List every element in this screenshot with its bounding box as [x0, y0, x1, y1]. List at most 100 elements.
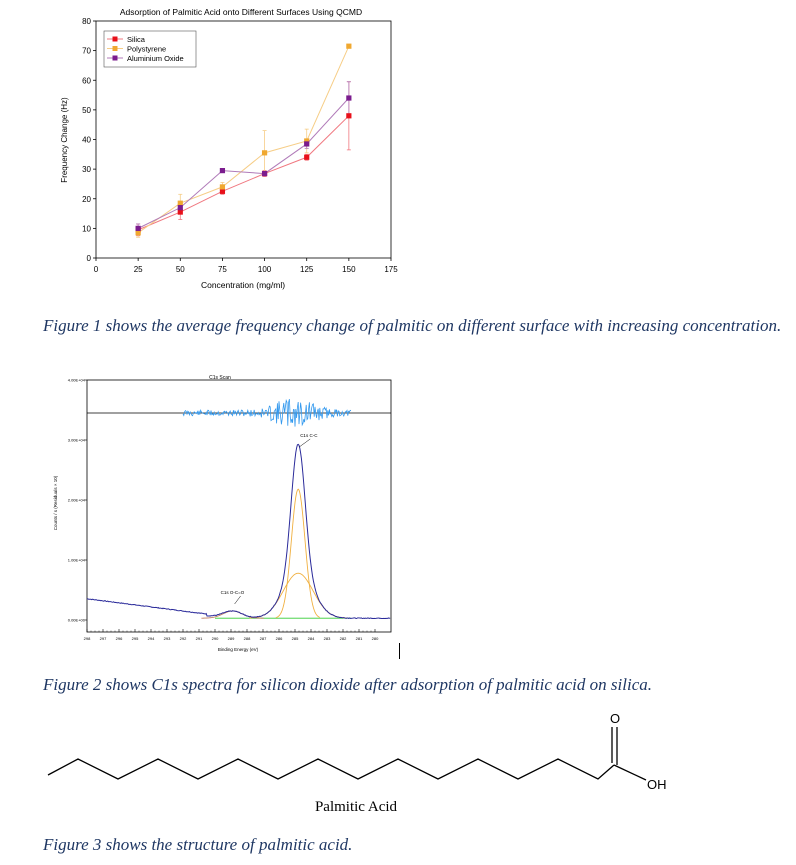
x-tick-label: 285 — [292, 636, 299, 641]
data-point — [304, 154, 310, 160]
y-axis-label: Frequency Change (Hz) — [60, 97, 69, 183]
data-point — [135, 230, 141, 236]
y-axis-ticks: 0.00E+00 1.00E+04 2.00E+04 3.00E+04 4.00E+04 — [68, 378, 87, 623]
data-point — [219, 188, 226, 194]
palmitic-acid-structure: O OH Palmitic Acid — [47, 711, 667, 815]
y-tick-label: 2.00E+04 — [68, 498, 86, 503]
x-tick-label: 281 — [356, 636, 363, 641]
x-tick-label: 292 — [180, 636, 187, 641]
envelope-curve — [86, 443, 391, 620]
legend-marker — [112, 46, 118, 51]
series-line — [137, 45, 350, 234]
y-tick-label: 0.00E+00 — [68, 618, 86, 623]
x-tick-label: 175 — [384, 265, 398, 274]
x-tick-label: 291 — [196, 636, 203, 641]
y-tick-label: 60 — [82, 76, 91, 85]
x-tick-label: 287 — [260, 636, 267, 641]
y-tick-label: 3.00E+04 — [68, 438, 86, 443]
peak-leader — [299, 438, 311, 448]
peak-labels: C1s C-C C1s O-C=O — [221, 433, 318, 605]
x-axis-ticks: 0 25 50 75 100 125 150 175 — [94, 258, 398, 274]
y-tick-label: 30 — [82, 165, 91, 174]
data-point — [261, 150, 268, 156]
legend-marker — [112, 36, 118, 42]
legend-label: Aluminium Oxide — [127, 54, 184, 63]
data-point — [304, 141, 310, 147]
x-tick-label: 295 — [132, 636, 139, 641]
component-curve — [275, 488, 320, 619]
y-tick-label: 40 — [82, 136, 91, 145]
series-line — [137, 97, 350, 229]
x-tick-label: 296 — [116, 636, 123, 641]
spectrum-title: C1s Scan — [209, 375, 231, 381]
legend-marker — [112, 55, 118, 61]
x-tick-label: 284 — [308, 636, 315, 641]
carbon-chain — [47, 758, 615, 780]
figure2-caption: Figure 2 shows C1s spectra for silicon d… — [43, 675, 652, 694]
text-cursor — [399, 643, 400, 659]
molecule-name: Palmitic Acid — [315, 799, 398, 815]
figure1-caption: Figure 1 shows the average frequency cha… — [43, 316, 782, 335]
y-tick-label: 50 — [82, 106, 91, 115]
x-tick-label: 293 — [164, 636, 171, 641]
hydroxyl-bond — [613, 764, 647, 781]
y-tick-label: 70 — [82, 47, 91, 56]
x-tick-label: 150 — [342, 265, 356, 274]
x-tick-label: 50 — [176, 265, 185, 274]
x-tick-label: 0 — [94, 265, 99, 274]
figure1-chart: Adsorption of Palmitic Acid onto Differe… — [60, 7, 398, 290]
y-tick-label: 10 — [82, 224, 91, 233]
y-axis-label: Counts / s (Residuals × 10) — [53, 475, 58, 530]
x-tick-label: 286 — [276, 636, 283, 641]
x-axis-ticks: 298 297 296 295 294 293 292 291 290 289 288 287 286 2… — [84, 629, 379, 641]
y-tick-label: 4.00E+04 — [68, 378, 86, 383]
x-tick-label: 282 — [340, 636, 347, 641]
x-tick-label: 100 — [258, 265, 272, 274]
y-axis-ticks: 0 10 20 30 40 50 60 70 80 — [82, 17, 96, 263]
peak-label-ocoo: C1s O-C=O — [221, 590, 245, 595]
x-tick-label: 283 — [324, 636, 331, 641]
chart-series — [135, 43, 352, 238]
legend-label: Silica — [127, 35, 146, 44]
atom-oh: OH — [647, 777, 667, 792]
data-point — [219, 168, 226, 174]
x-tick-label: 289 — [228, 636, 235, 641]
component-curve — [249, 572, 348, 619]
data-point — [304, 138, 310, 144]
y-tick-label: 20 — [82, 195, 91, 204]
y-tick-label: 0 — [87, 254, 92, 263]
x-tick-label: 25 — [134, 265, 143, 274]
data-point — [346, 43, 352, 49]
data-point — [135, 225, 141, 231]
peak-label-cc: C1s C-C — [300, 433, 318, 438]
spectrum-curves — [86, 398, 391, 620]
data-point — [177, 200, 183, 206]
x-axis-label: Concentration (mg/ml) — [201, 280, 285, 290]
series-line — [137, 115, 350, 231]
data-point — [177, 205, 183, 211]
residual-curve — [182, 398, 352, 427]
data-point — [261, 170, 268, 177]
data-point — [346, 113, 352, 119]
x-tick-label: 298 — [84, 636, 91, 641]
chart-title: Adsorption of Palmitic Acid onto Differe… — [120, 7, 362, 17]
x-tick-label: 290 — [212, 636, 219, 641]
x-tick-label: 294 — [148, 636, 155, 641]
y-tick-label: 80 — [82, 17, 91, 26]
peak-leader — [234, 595, 241, 605]
legend-label: Polystyrene — [127, 45, 166, 54]
data-point — [346, 95, 352, 101]
atom-o: O — [610, 711, 620, 726]
figure2-spectrum: C1s Scan 0.00E+00 1.00E+04 2.00E+04 3.00E+0… — [53, 375, 392, 652]
x-tick-label: 297 — [100, 636, 107, 641]
data-point — [177, 209, 183, 215]
x-tick-label: 288 — [244, 636, 251, 641]
x-tick-label: 280 — [372, 636, 379, 641]
x-tick-label: 125 — [300, 265, 314, 274]
x-tick-label: 75 — [218, 265, 227, 274]
data-point — [219, 184, 226, 190]
y-tick-label: 1.00E+04 — [68, 558, 86, 563]
figure3-caption: Figure 3 shows the structure of palmitic… — [43, 835, 353, 854]
x-axis-label: Binding Energy (eV) — [218, 647, 259, 652]
